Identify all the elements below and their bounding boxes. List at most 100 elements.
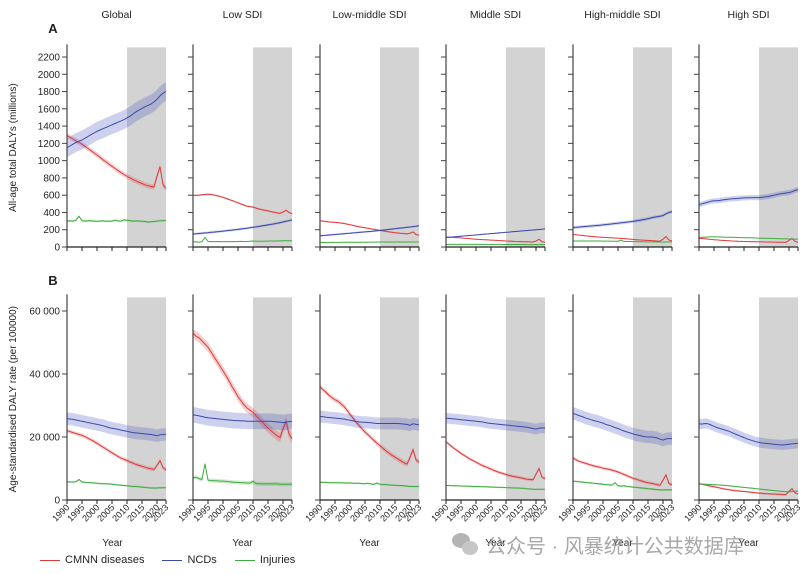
wechat-icon (452, 532, 480, 557)
line-cmnn-a-high-sdi (698, 237, 799, 243)
line-injuries-b-high-middle-sdi (572, 480, 672, 491)
y-tick-label: 200 (43, 225, 60, 236)
line-cmnn-a-low-middle-sdi (319, 220, 420, 236)
y-tick-label: 40 000 (29, 370, 60, 381)
line-ncds-b-high-sdi (698, 422, 799, 446)
line-injuries-b-low-sdi (192, 463, 292, 485)
legend: CMNN diseases NCDs Injuries (40, 554, 295, 566)
shaded-period-a-global (127, 47, 166, 248)
line-injuries-a-global (66, 215, 167, 223)
y-tick-label: 20 000 (29, 433, 60, 444)
row-label-b: B (48, 273, 57, 288)
y-tick-label: 400 (43, 208, 60, 219)
line-ncds-b-high-middle-sdi (572, 412, 672, 441)
shaded-period-b-high-sdi (759, 297, 798, 500)
ci-band-injuries-b-low-sdi (193, 461, 292, 487)
shaded-period-b-high-middle-sdi (633, 297, 672, 500)
ci-band-ncds-a-global (67, 82, 166, 158)
ci-band-injuries-b-global (67, 478, 166, 489)
line-cmnn-b-low-middle-sdi (319, 386, 420, 465)
line-cmnn-b-low-sdi (192, 332, 293, 439)
ci-band-cmnn-a-global (67, 133, 166, 191)
line-cmnn-a-global (66, 135, 167, 189)
line-injuries-a-high-middle-sdi (573, 239, 672, 243)
y-tick-label: 2000 (38, 70, 61, 81)
x-axis-label: Year (232, 538, 253, 549)
ci-band-cmnn-b-global (67, 428, 166, 472)
y-tick-label: 1000 (38, 156, 61, 167)
column-title-global: Global (101, 9, 131, 21)
y-tick-label: 2200 (38, 53, 61, 64)
y-tick-label: 1400 (38, 122, 61, 133)
y-tick-label: 60 000 (29, 307, 60, 318)
y-tick-label: 600 (43, 191, 60, 202)
shaded-period-a-middle-sdi (506, 47, 545, 248)
legend-label-ncds: NCDs (187, 554, 217, 566)
x-axis-label: Year (612, 538, 633, 549)
watermark: 公众号 · 风暴统计公共数据库 (452, 530, 744, 559)
line-injuries-b-middle-sdi (446, 485, 545, 490)
x-axis-label: Year (359, 538, 380, 549)
line-ncds-a-low-sdi (192, 219, 293, 235)
shaded-period-b-middle-sdi (506, 297, 545, 500)
line-injuries-b-low-middle-sdi (320, 481, 419, 487)
line-cmnn-a-middle-sdi (445, 236, 546, 243)
line-ncds-b-low-sdi (192, 414, 293, 424)
legend-label-injuries: Injuries (259, 554, 296, 566)
line-injuries-b-global (66, 478, 166, 489)
y-tick-label: 800 (43, 173, 60, 184)
shaded-period-a-high-sdi (759, 47, 798, 248)
ci-band-ncds-b-global (67, 412, 166, 442)
line-ncds-a-high-sdi (698, 189, 799, 206)
line-injuries-a-low-middle-sdi (320, 241, 419, 243)
line-injuries-a-high-sdi (698, 236, 798, 240)
line-ncds-b-middle-sdi (445, 417, 545, 430)
y-axis-label-a: All-age total DALYs (millions) (8, 83, 19, 212)
line-injuries-b-high-sdi (698, 483, 798, 493)
line-cmnn-a-low-sdi (192, 193, 293, 215)
legend-swatch-ncds (162, 559, 183, 561)
legend-item-injuries: Injuries (234, 554, 296, 566)
shaded-period-b-low-middle-sdi (380, 297, 419, 500)
column-title-high-middle-sdi: High-middle SDI (584, 9, 660, 21)
legend-label-cmnn: CMNN diseases (65, 554, 145, 566)
line-ncds-a-middle-sdi (445, 228, 546, 238)
line-ncds-b-low-middle-sdi (319, 416, 420, 426)
shaded-period-a-low-sdi (253, 47, 292, 248)
line-cmnn-a-high-middle-sdi (572, 234, 673, 242)
line-ncds-a-high-middle-sdi (572, 211, 673, 229)
line-ncds-a-global (66, 91, 167, 149)
line-cmnn-b-high-middle-sdi (572, 457, 673, 486)
ci-band-ncds-a-high-middle-sdi (573, 210, 672, 230)
ci-band-ncds-a-high-sdi (699, 187, 798, 208)
shaded-period-b-global (127, 297, 166, 500)
shaded-period-b-low-sdi (253, 297, 292, 500)
line-injuries-a-low-sdi (192, 236, 293, 243)
ci-band-ncds-a-low-sdi (193, 218, 292, 236)
x-axis-label: Year (485, 538, 506, 549)
watermark-text: 公众号 · 风暴统计公共数据库 (486, 536, 744, 558)
ci-band-ncds-b-low-sdi (193, 407, 292, 431)
row-label-a: A (48, 21, 58, 36)
y-axis-label-b: Age-standardised DALY rate (per 100000) (8, 306, 19, 492)
x-axis-label: Year (102, 538, 123, 549)
legend-swatch-injuries (234, 559, 255, 561)
y-tick-label: 0 (54, 496, 60, 507)
ci-band-cmnn-b-middle-sdi (446, 440, 545, 482)
line-cmnn-b-high-sdi (698, 483, 799, 496)
x-axis-label: Year (738, 538, 759, 549)
line-ncds-b-global (66, 418, 167, 437)
line-cmnn-b-global (66, 430, 167, 471)
column-title-high-sdi: High SDI (727, 9, 769, 21)
column-title-low-sdi: Low SDI (223, 9, 263, 21)
y-tick-label: 1600 (38, 104, 61, 115)
legend-swatch-cmnn (40, 559, 60, 561)
ci-band-ncds-b-high-sdi (699, 418, 798, 450)
shaded-period-a-low-middle-sdi (380, 47, 419, 248)
line-ncds-a-low-middle-sdi (319, 225, 420, 237)
column-title-middle-sdi: Middle SDI (470, 9, 521, 21)
ci-band-ncds-b-low-middle-sdi (320, 410, 419, 432)
y-tick-label: 0 (54, 243, 60, 254)
legend-item-ncds: NCDs (162, 554, 217, 566)
